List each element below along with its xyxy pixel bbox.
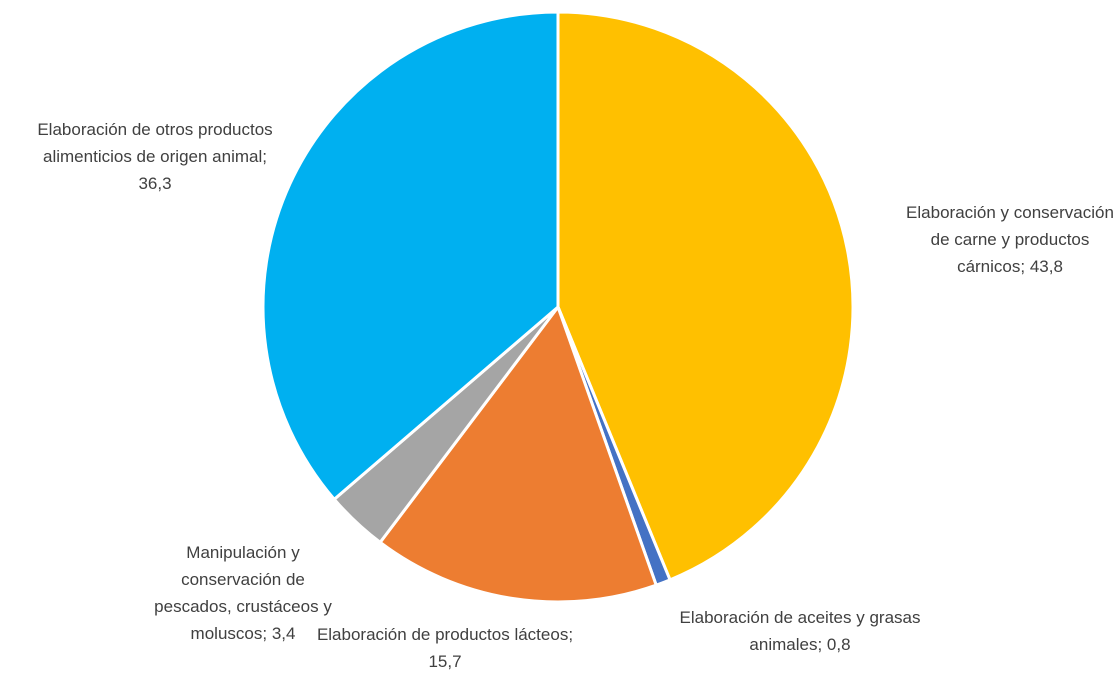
label-value: 0,8 <box>826 635 851 654</box>
label-name: Elaboración de productos lácteos <box>316 625 569 644</box>
label-separator: ; <box>262 624 272 643</box>
label-separator: ; <box>262 147 272 166</box>
slice <box>378 305 658 604</box>
label-separator: ; <box>1020 257 1030 276</box>
data-label: Manipulación y conservación de pescados,… <box>143 539 343 647</box>
label-name: Elaboración de aceites y grasas animales <box>679 608 926 654</box>
label-value: 36,3 <box>138 174 172 193</box>
data-label: Elaboración de aceites y grasas animales… <box>670 604 930 658</box>
slice <box>261 10 560 501</box>
label-separator: ; <box>568 625 578 644</box>
label-name: Manipulación y conservación de pescados,… <box>154 543 337 643</box>
data-label: Elaboración de productos lácteos; 15,7 <box>315 621 575 674</box>
label-value: 43,8 <box>1029 257 1063 276</box>
label-name: Elaboración de otros productos alimentic… <box>37 120 278 166</box>
label-value: 3,4 <box>271 624 296 643</box>
label-value: 15,7 <box>428 652 462 671</box>
label-name: Elaboración y conservación de carne y pr… <box>906 203 1114 276</box>
data-label: Elaboración de otros productos alimentic… <box>25 116 285 197</box>
data-label: Elaboración y conservación de carne y pr… <box>905 199 1115 280</box>
label-separator: ; <box>817 635 827 654</box>
slice <box>556 10 855 582</box>
